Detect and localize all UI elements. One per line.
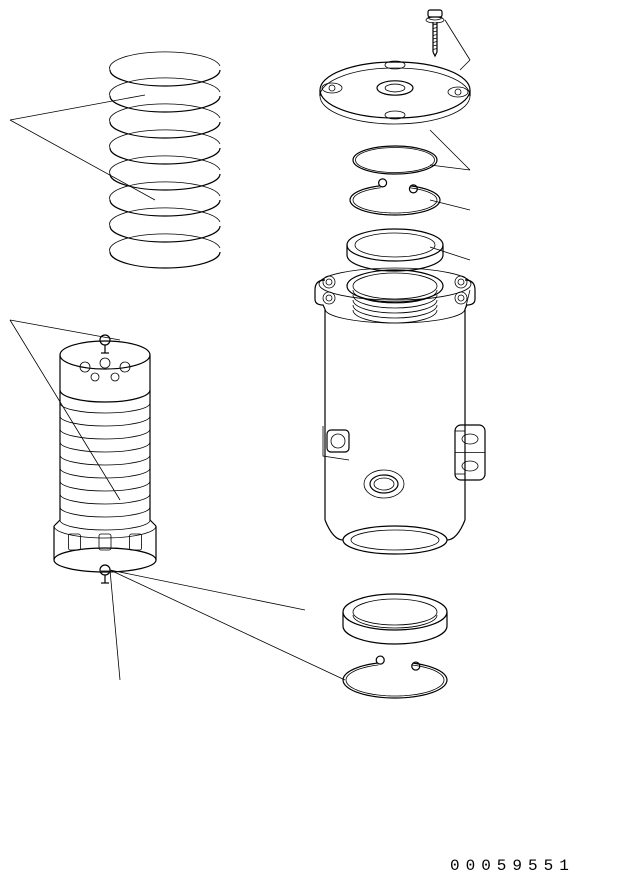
exploded-diagram: 00059551: [0, 0, 635, 882]
part-id-label: 00059551: [450, 857, 575, 875]
